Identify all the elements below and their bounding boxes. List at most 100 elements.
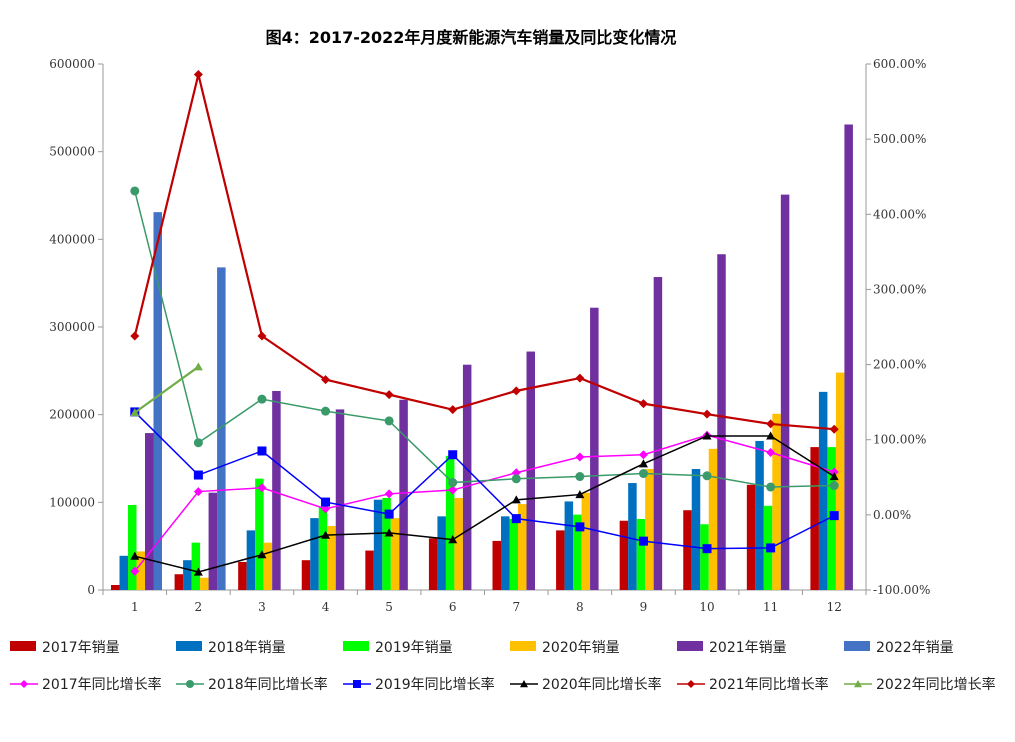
point-2018年同比增长率 (575, 472, 585, 482)
bar-2021年销量 (844, 124, 853, 591)
bar-2017年销量 (238, 561, 247, 590)
point-2019年同比增长率 (575, 522, 585, 532)
point-2018年同比增长率 (511, 474, 521, 484)
point-2018年同比增长率 (257, 394, 267, 404)
bar-2018年销量 (373, 499, 383, 590)
legend-label: 2021年销量 (709, 640, 787, 656)
point-2017年同比增长率 (384, 489, 394, 499)
bar-2019年销量 (636, 518, 646, 590)
bar-2020年销量 (772, 413, 781, 590)
bar-2018年销量 (437, 516, 446, 590)
bar-2019年销量 (318, 506, 328, 590)
bar-2021年销量 (653, 277, 663, 590)
point-2017年同比增长率 (257, 483, 267, 493)
x-tick-label: 6 (449, 600, 457, 614)
legend-marker (186, 680, 194, 688)
point-2022年同比增长率 (193, 362, 203, 371)
point-2021年同比增长率 (384, 390, 394, 400)
x-tick-label: 2 (195, 600, 203, 614)
bar-2021年销量 (335, 409, 345, 590)
bar-2017年销量 (428, 538, 438, 590)
line-2017年同比增长率 (134, 434, 835, 572)
bar-2017年销量 (111, 585, 120, 590)
point-2017年同比增长率 (193, 487, 203, 497)
point-2021年同比增长率 (575, 373, 585, 383)
legend-swatch (677, 641, 703, 651)
bar-2020年销量 (390, 518, 400, 590)
legend-marker (520, 680, 528, 688)
point-2020年同比增长率 (702, 431, 712, 440)
bar-2021年销量 (526, 351, 535, 590)
point-2020年同比增长率 (638, 459, 648, 468)
legend-swatch (510, 641, 536, 651)
bar-2017年销量 (556, 530, 565, 590)
bar-2019年销量 (382, 497, 391, 590)
point-2019年同比增长率 (702, 544, 712, 554)
point-2018年同比增长率 (321, 406, 331, 416)
bar-2020年销量 (518, 504, 527, 590)
point-2018年同比增长率 (193, 438, 203, 448)
bar-2021年销量 (399, 399, 408, 590)
point-2022年同比增长率 (130, 408, 140, 417)
point-2021年同比增长率 (130, 331, 140, 341)
bar-2021年销量 (717, 254, 726, 590)
bar-2018年销量 (755, 440, 764, 590)
line-2022年同比增长率 (134, 365, 200, 414)
point-2020年同比增长率 (766, 431, 776, 440)
bar-2018年销量 (818, 391, 828, 590)
point-2019年同比增长率 (511, 514, 521, 524)
legend-label: 2022年同比增长率 (876, 676, 996, 693)
right-tick-label: 400.00% (873, 207, 926, 221)
bar-2020年销量 (581, 492, 591, 590)
point-2020年同比增长率 (384, 528, 394, 537)
right-tick-label: 500.00% (873, 132, 926, 146)
point-2020年同比增长率 (511, 495, 521, 504)
bar-2020年销量 (835, 372, 845, 590)
x-tick-label: 1 (131, 600, 139, 614)
bar-2022年销量 (217, 267, 226, 590)
bar-2021年销量 (272, 390, 281, 590)
legend-marker (687, 680, 695, 688)
point-2019年同比增长率 (321, 497, 331, 507)
bar-2021年销量 (780, 194, 790, 590)
bar-2020年销量 (327, 526, 336, 590)
line-2019年同比增长率 (134, 411, 835, 550)
bar-2017年销量 (683, 510, 692, 590)
line-2018年同比增长率 (134, 190, 835, 488)
bar-2020年销量 (645, 469, 654, 590)
bar-2019年销量 (509, 518, 518, 590)
legend-label: 2020年销量 (542, 640, 620, 656)
bar-2020年销量 (454, 497, 463, 590)
legend-label: 2018年同比增长率 (208, 676, 328, 693)
legend-swatch (176, 641, 202, 651)
bar-2017年销量 (174, 574, 184, 590)
bar-2017年销量 (301, 560, 311, 590)
point-2020年同比增长率 (130, 551, 140, 560)
point-2017年同比增长率 (321, 504, 331, 514)
point-2018年同比增长率 (448, 478, 458, 488)
left-tick-label: 400000 (49, 232, 95, 246)
bar-2021年销量 (208, 492, 218, 590)
left-tick-label: 300000 (49, 320, 95, 334)
point-2019年同比增长率 (638, 536, 648, 546)
point-2018年同比增长率 (130, 186, 140, 196)
legend-swatch (844, 641, 870, 651)
legend-label: 2021年同比增长率 (709, 676, 829, 693)
bar-2020年销量 (136, 551, 145, 590)
left-tick-label: 600000 (49, 57, 95, 71)
bar-2019年销量 (700, 524, 709, 590)
bar-2017年销量 (810, 447, 819, 590)
bar-2019年销量 (191, 542, 201, 590)
bar-2018年销量 (119, 555, 128, 590)
bar-2019年销量 (445, 455, 455, 590)
x-tick-label: 4 (322, 600, 330, 614)
bar-2019年销量 (255, 478, 264, 590)
point-2021年同比增长率 (193, 70, 203, 80)
line-2021年同比增长率 (133, 74, 835, 431)
x-tick-label: 8 (576, 600, 584, 614)
point-2018年同比增长率 (384, 416, 394, 426)
left-tick-label: 100000 (49, 495, 95, 509)
bar-2019年销量 (128, 504, 137, 590)
